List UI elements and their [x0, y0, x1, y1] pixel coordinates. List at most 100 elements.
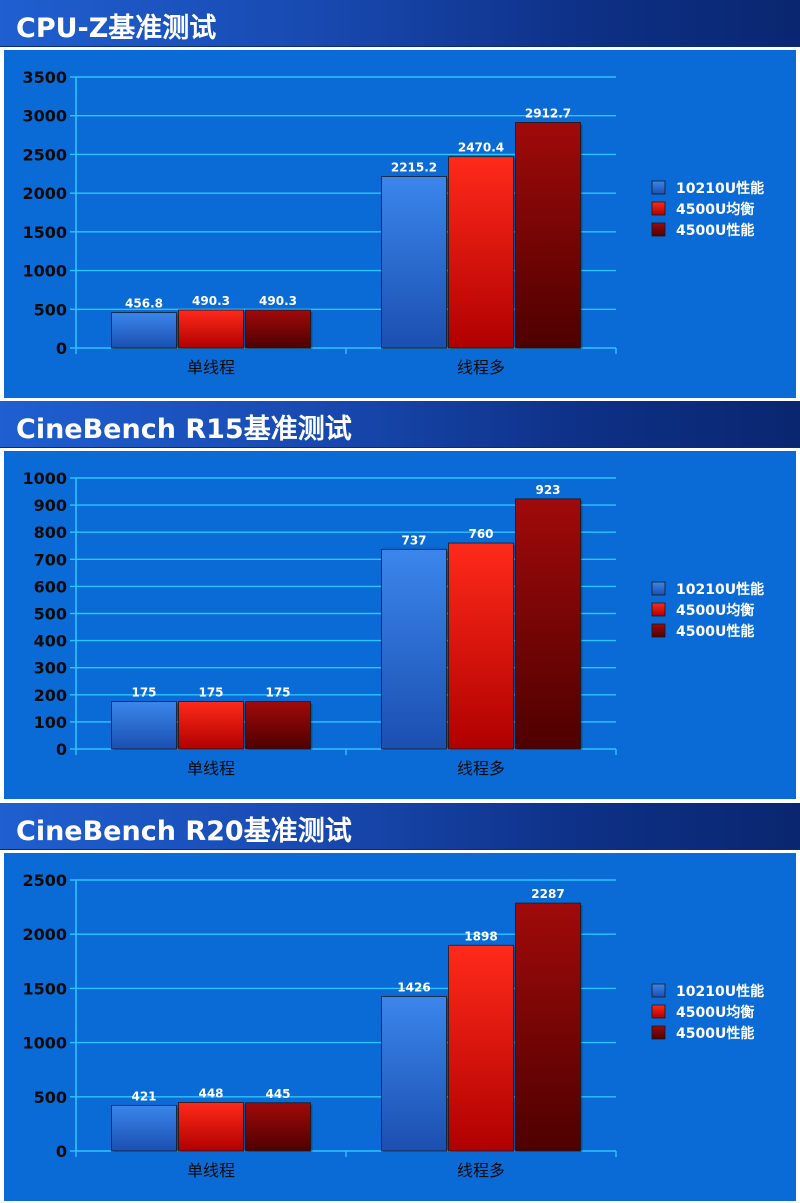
legend-label: 4500U均衡	[676, 602, 754, 619]
legend-label: 10210U性能	[676, 983, 764, 1000]
legend-swatch	[651, 201, 666, 216]
bar	[111, 1104, 177, 1152]
y-tick-label: 800	[34, 523, 67, 542]
y-tick-label: 300	[34, 659, 67, 678]
legend-swatch	[651, 222, 666, 237]
bar	[111, 701, 177, 750]
bar	[515, 498, 581, 750]
bar	[381, 996, 447, 1152]
chart-area: 0 500 1000 1500 2000 2500 3000 3500 456.8 490.3 49…	[4, 50, 796, 398]
legend-label: 4500U性能	[676, 222, 754, 239]
chart-header: CineBench R15基准测试	[0, 401, 800, 448]
y-tick-label: 200	[34, 686, 67, 705]
y-tick-label: 400	[34, 632, 67, 651]
bar	[111, 312, 177, 349]
y-tick-label: 100	[34, 713, 67, 732]
bar-chart: 0 500 1000 1500 2000 2500 421 448 445 单线程 1426 1898…	[22, 871, 764, 1180]
legend-label: 4500U均衡	[676, 201, 754, 218]
y-tick-label: 0	[56, 740, 67, 759]
y-tick-label: 1500	[22, 979, 67, 998]
bar	[178, 309, 244, 349]
data-label: 175	[265, 686, 290, 700]
legend-label: 4500U均衡	[676, 1004, 754, 1021]
data-label: 456.8	[125, 297, 163, 311]
y-tick-label: 2500	[22, 145, 67, 164]
data-label: 2470.4	[458, 141, 504, 155]
chart-area: 0 500 1000 1500 2000 2500 421 448 445 单线程 1426 1898…	[4, 853, 796, 1201]
x-category-label: 线程多	[457, 358, 505, 377]
chart-area: 0 100 200 300 400 500 600 700 800 900 1000 175 175 17…	[4, 451, 796, 799]
bar	[381, 548, 447, 750]
data-label: 2215.2	[391, 160, 437, 174]
chart-title: CineBench R15基准测试	[16, 414, 352, 445]
bar	[178, 1102, 244, 1152]
y-tick-label: 1000	[22, 1034, 67, 1053]
legend-label: 10210U性能	[676, 180, 764, 197]
y-tick-label: 1500	[22, 223, 67, 242]
legend-swatch	[651, 623, 666, 638]
bar-chart: 0 100 200 300 400 500 600 700 800 900 1000 175 175 17…	[22, 469, 764, 778]
data-label: 760	[468, 527, 493, 541]
bar	[245, 1102, 311, 1152]
chart-panel-cinebench-r20: CineBench R20基准测试 0 500 1000 1500 2000 2500 42…	[0, 803, 800, 1203]
bar	[245, 701, 311, 750]
legend-label: 10210U性能	[676, 581, 764, 598]
chart-header: CineBench R20基准测试	[0, 803, 800, 850]
x-category-label: 线程多	[457, 759, 505, 778]
chart-title: CPU-Z基准测试	[16, 13, 217, 44]
chart-panel-cpuz: CPU-Z基准测试 0 500 1000 1500 2000 2500 3000 3500 45…	[0, 0, 800, 400]
data-label: 175	[131, 686, 156, 700]
bar	[448, 156, 514, 349]
y-tick-label: 700	[34, 550, 67, 569]
legend-swatch	[651, 1025, 666, 1040]
chart-panel-cinebench-r15: CineBench R15基准测试 0 100 200 300 400 500 600 700…	[0, 401, 800, 801]
bar-chart: 0 500 1000 1500 2000 2500 3000 3500 456.8 490.3 49…	[22, 68, 764, 377]
legend-swatch	[651, 180, 666, 195]
y-tick-label: 600	[34, 577, 67, 596]
y-tick-label: 900	[34, 496, 67, 515]
y-tick-label: 500	[34, 1088, 67, 1107]
legend-swatch	[651, 1004, 666, 1019]
y-tick-label: 500	[34, 300, 67, 319]
bar	[515, 902, 581, 1152]
y-tick-label: 500	[34, 605, 67, 624]
x-category-label: 线程多	[457, 1161, 505, 1180]
bar	[245, 309, 311, 349]
data-label: 737	[401, 533, 426, 547]
data-label: 175	[198, 686, 223, 700]
chart-header: CPU-Z基准测试	[0, 0, 800, 47]
y-tick-label: 2000	[22, 925, 67, 944]
data-label: 2287	[531, 887, 564, 901]
data-label: 923	[535, 483, 560, 497]
data-label: 445	[265, 1087, 290, 1101]
y-tick-label: 0	[56, 1142, 67, 1161]
x-category-label: 单线程	[187, 759, 235, 778]
y-tick-label: 3500	[22, 68, 67, 87]
legend-swatch	[651, 581, 666, 596]
data-label: 2912.7	[525, 106, 571, 120]
x-category-label: 单线程	[187, 358, 235, 377]
bar	[448, 542, 514, 750]
y-tick-label: 1000	[22, 469, 67, 488]
x-category-label: 单线程	[187, 1161, 235, 1180]
bar	[178, 701, 244, 750]
data-label: 448	[198, 1086, 223, 1100]
legend-swatch	[651, 602, 666, 617]
y-tick-label: 0	[56, 339, 67, 358]
y-tick-label: 3000	[22, 107, 67, 126]
y-tick-label: 1000	[22, 262, 67, 281]
y-tick-label: 2500	[22, 871, 67, 890]
data-label: 490.3	[259, 294, 297, 308]
chart-title: CineBench R20基准测试	[16, 816, 352, 847]
legend-label: 4500U性能	[676, 623, 754, 640]
legend-label: 4500U性能	[676, 1025, 754, 1042]
bar	[448, 944, 514, 1152]
y-tick-label: 2000	[22, 184, 67, 203]
data-label: 1898	[464, 929, 497, 943]
data-label: 490.3	[192, 294, 230, 308]
data-label: 1426	[397, 980, 430, 994]
legend-swatch	[651, 983, 666, 998]
data-label: 421	[131, 1089, 156, 1103]
bar	[381, 176, 447, 349]
bar	[515, 122, 581, 349]
